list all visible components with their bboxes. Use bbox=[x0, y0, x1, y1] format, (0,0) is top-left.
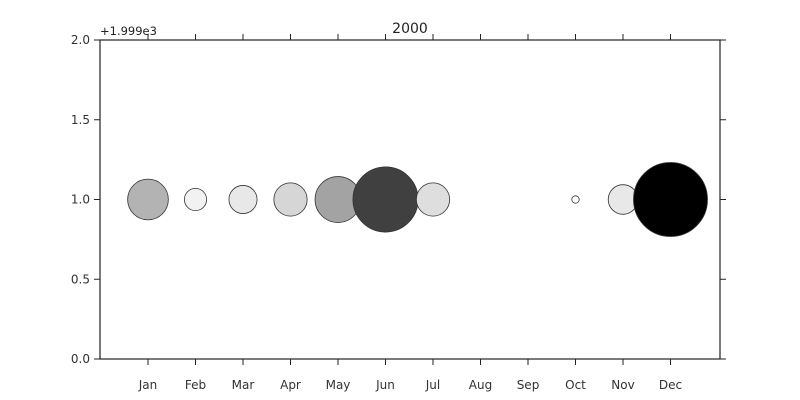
x-tick-label: Jul bbox=[425, 378, 440, 392]
x-tick-label: Aug bbox=[469, 378, 492, 392]
y-tick-label: 0.5 bbox=[71, 272, 90, 286]
bubbles bbox=[127, 162, 708, 237]
bubble-feb bbox=[183, 187, 207, 211]
y-tick-label: 1.5 bbox=[71, 113, 90, 127]
chart-title: 2000 bbox=[392, 21, 428, 37]
x-tick-label: Nov bbox=[611, 378, 634, 392]
x-tick-label: Oct bbox=[565, 378, 586, 392]
x-tick-label: Mar bbox=[232, 378, 255, 392]
x-tick-label: Feb bbox=[185, 378, 206, 392]
bubble-mar bbox=[228, 185, 258, 214]
x-tick-label: Jan bbox=[138, 378, 158, 392]
x-tick-label: Apr bbox=[280, 378, 301, 392]
y-tick-label: 0.0 bbox=[71, 352, 90, 366]
axis-ticks bbox=[94, 34, 726, 365]
x-tick-label: Sep bbox=[517, 378, 540, 392]
bubble-oct bbox=[571, 195, 580, 204]
plot-frame bbox=[99, 39, 721, 360]
bubble-jun bbox=[352, 166, 419, 233]
bubble-dec bbox=[633, 162, 708, 237]
y-tick-label: 1.0 bbox=[71, 193, 90, 207]
x-tick-label: May bbox=[326, 378, 351, 392]
y-tick-label: 2.0 bbox=[71, 33, 90, 47]
x-tick-label: Jun bbox=[375, 378, 395, 392]
x-tick-labels: Jan Feb Mar Apr May Jun Jul Aug Sep Oct Nov Dec bbox=[138, 378, 682, 392]
bubble-jul bbox=[415, 182, 451, 217]
y-offset-label: +1.999e3 bbox=[100, 24, 157, 38]
bubble-apr bbox=[273, 182, 308, 217]
bubble-jan bbox=[127, 178, 169, 221]
y-tick-labels: 0.0 0.5 1.0 1.5 2.0 bbox=[71, 33, 90, 366]
x-tick-label: Dec bbox=[659, 378, 682, 392]
